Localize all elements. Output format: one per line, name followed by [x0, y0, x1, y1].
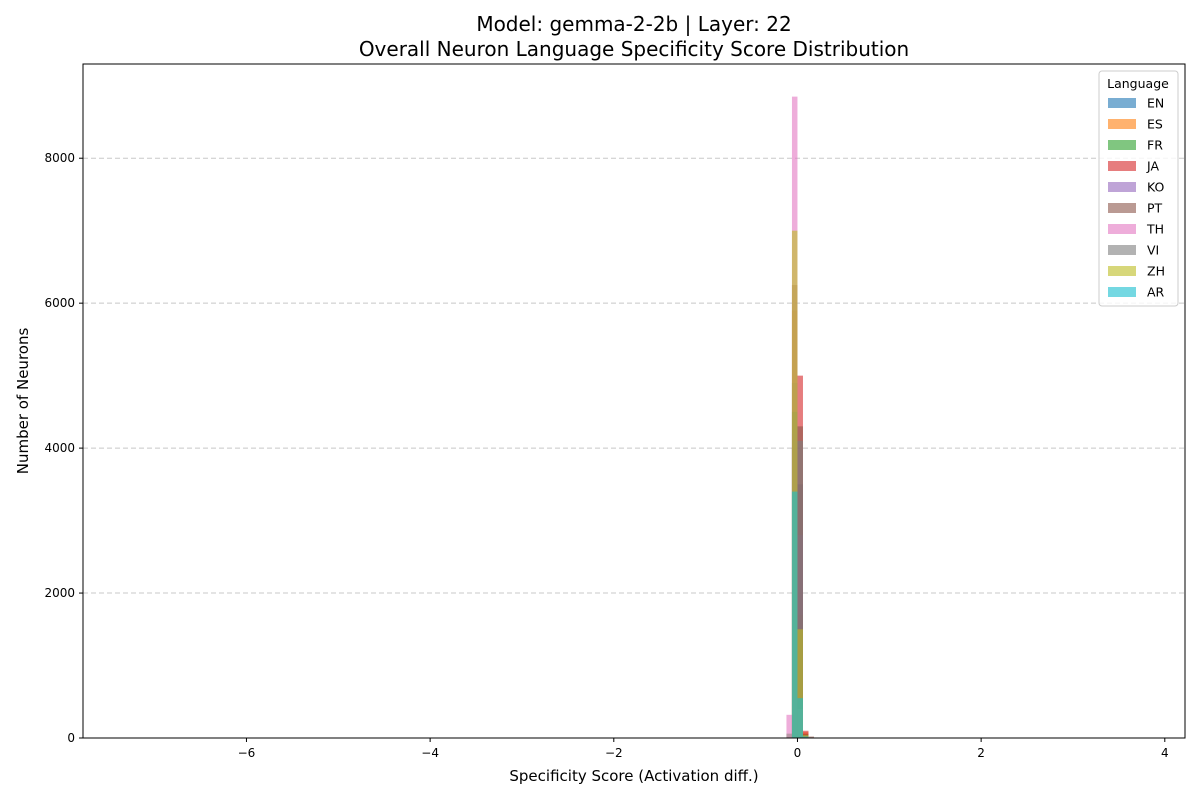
- histogram-bar-ar: [802, 736, 809, 738]
- legend-label-es: ES: [1147, 117, 1163, 132]
- x-tick-label: 4: [1161, 746, 1169, 760]
- y-gridlines: [83, 157, 1185, 594]
- y-tick-label: 2000: [44, 586, 75, 600]
- legend-swatch-pt: [1108, 203, 1136, 213]
- y-tick-label: 0: [67, 731, 75, 745]
- legend-swatch-en: [1108, 98, 1136, 108]
- histogram-bar-zh: [791, 230, 798, 738]
- y-axis-ticks: 0 2000 4000 6000 8000: [44, 151, 83, 745]
- chart-title-line2: Overall Neuron Language Specificity Scor…: [359, 37, 909, 61]
- y-tick-label: 6000: [44, 296, 75, 310]
- legend-label-zh: ZH: [1147, 264, 1165, 279]
- histogram-bar-vi: [797, 440, 803, 738]
- legend-label-th: TH: [1146, 222, 1164, 237]
- y-tick-label: 4000: [44, 441, 75, 455]
- x-tick-label: 0: [794, 746, 802, 760]
- histogram-bar-ar: [791, 491, 798, 738]
- legend-swatch-es: [1108, 119, 1136, 129]
- histogram-bar-th: [786, 714, 792, 738]
- histogram-bar-ja: [802, 730, 809, 738]
- legend-label-pt: PT: [1147, 201, 1163, 216]
- y-tick-label: 8000: [44, 151, 75, 165]
- chart-title-line1: Model: gemma-2-2b | Layer: 22: [476, 12, 791, 36]
- legend-swatch-ja: [1108, 161, 1136, 171]
- x-tick-label: 2: [977, 746, 985, 760]
- histogram-bar-ar: [797, 698, 803, 738]
- legend-label-vi: VI: [1147, 243, 1159, 258]
- legend-swatch-th: [1108, 224, 1136, 234]
- legend-label-fr: FR: [1147, 138, 1163, 153]
- legend-swatch-ar: [1108, 287, 1136, 297]
- legend-swatch-fr: [1108, 140, 1136, 150]
- histogram-bar-pt: [808, 736, 814, 738]
- legend-label-ko: KO: [1147, 180, 1165, 195]
- legend-swatch-ko: [1108, 182, 1136, 192]
- legend-swatch-vi: [1108, 245, 1136, 255]
- histogram-bars: [786, 96, 814, 738]
- plot-frame: [82, 63, 1186, 739]
- x-tick-label: −4: [421, 746, 439, 760]
- x-axis-label: Specificity Score (Activation diff.): [509, 767, 758, 785]
- x-tick-label: −6: [238, 746, 256, 760]
- histogram-bar-zh: [797, 629, 803, 738]
- legend-label-en: EN: [1147, 96, 1164, 111]
- x-tick-label: −2: [605, 746, 623, 760]
- x-axis-ticks: −6 −4 −2 0 2 4: [238, 738, 1169, 760]
- legend-label-ar: AR: [1147, 285, 1165, 300]
- legend: Language EN ES FR JA KO PT TH VI ZH AR: [1098, 70, 1179, 307]
- y-axis-label: Number of Neurons: [14, 328, 32, 475]
- legend-label-ja: JA: [1146, 159, 1159, 174]
- legend-title: Language: [1107, 76, 1169, 91]
- legend-swatch-zh: [1108, 266, 1136, 276]
